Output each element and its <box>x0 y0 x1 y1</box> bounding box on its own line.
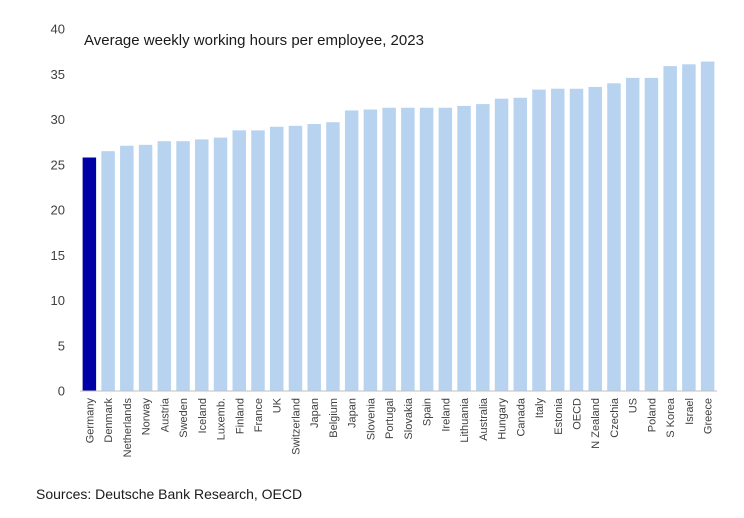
y-tick-label: 0 <box>58 384 65 399</box>
bar-luxemb <box>213 137 228 391</box>
x-tick-label: Luxemb. <box>216 398 228 440</box>
x-tick-label: S Korea <box>665 397 677 438</box>
y-axis: 0 5 10 15 20 25 30 35 40 <box>51 22 65 399</box>
y-tick-label: 40 <box>51 22 65 37</box>
x-tick-label: Iceland <box>197 398 209 433</box>
bar-italy <box>532 89 546 391</box>
source-note: Sources: Deutsche Bank Research, OECD <box>36 486 303 502</box>
bar-israel <box>682 64 696 392</box>
x-tick-label: Italy <box>534 398 546 419</box>
x-tick-label: Slovenia <box>365 397 377 440</box>
x-tick-label: Poland <box>646 398 658 432</box>
bar-france <box>251 130 265 392</box>
chart-title: Average weekly working hours per employe… <box>84 32 424 49</box>
x-tick-label: Hungary <box>497 398 509 440</box>
bar-chart: Average weekly working hours per employe… <box>51 22 717 457</box>
x-axis-labels: Germany Denmark Netherlands Norway Austria Sw… <box>84 397 714 457</box>
bar-australia <box>476 104 490 392</box>
x-tick-label: Norway <box>141 398 153 436</box>
bar-iceland <box>195 139 209 391</box>
x-tick-label: Portugal <box>384 398 396 439</box>
bar-sweden <box>176 141 190 391</box>
x-tick-label: Finland <box>234 398 246 434</box>
bar-netherlands <box>120 145 134 391</box>
x-tick-label: Spain <box>422 398 434 426</box>
x-tick-label: Czechia <box>609 397 621 438</box>
bar-canada <box>513 97 528 391</box>
x-tick-label: US <box>628 398 640 413</box>
bar-japan <box>344 110 359 391</box>
y-tick-label: 5 <box>58 338 65 353</box>
y-tick-label: 20 <box>51 203 65 218</box>
bar-denmark <box>101 151 115 391</box>
bar-slovenia <box>363 109 378 392</box>
y-tick-label: 15 <box>51 248 65 263</box>
x-tick-label: N Zealand <box>590 398 602 449</box>
bar-portugal <box>382 107 396 392</box>
x-tick-label: Sweden <box>178 398 190 438</box>
x-tick-label: Australia <box>478 397 490 441</box>
bar-estonia <box>551 88 565 391</box>
x-tick-label: Japan <box>347 398 359 428</box>
bar-belgium <box>326 122 340 391</box>
bar-norway <box>138 144 153 391</box>
x-tick-label: Estonia <box>553 397 565 435</box>
bar-switzerland <box>288 125 303 392</box>
y-tick-label: 30 <box>51 112 65 127</box>
bar-greece <box>700 61 715 391</box>
bar-germany <box>82 157 97 391</box>
x-tick-label: Germany <box>84 398 96 444</box>
x-tick-label: Belgium <box>328 398 340 438</box>
x-tick-label: OECD <box>571 398 583 430</box>
bar-oecd <box>569 88 584 391</box>
bar-austria <box>157 141 172 391</box>
bar-s-korea <box>663 66 677 391</box>
x-tick-label: Austria <box>159 397 171 432</box>
x-tick-label: Lithuania <box>459 397 471 443</box>
bar-czechia <box>607 83 621 392</box>
bar-uk <box>269 126 284 392</box>
x-tick-label: France <box>253 398 265 432</box>
bar-hungary <box>494 98 509 391</box>
x-tick-label: Greece <box>703 398 715 434</box>
bar-lithuania <box>457 105 471 392</box>
x-tick-label: Switzerland <box>290 398 302 455</box>
bar-spain <box>419 107 434 392</box>
bar-finland <box>232 130 246 392</box>
bar-poland <box>644 77 659 392</box>
bar-us <box>625 77 640 392</box>
y-tick-label: 10 <box>51 293 65 308</box>
x-tick-label: UK <box>272 397 284 413</box>
x-tick-label: Japan <box>309 398 321 428</box>
bar-n-zealand <box>588 86 602 392</box>
y-tick-label: 35 <box>51 67 65 82</box>
x-tick-label: Denmark <box>103 398 115 443</box>
bar-ireland <box>438 107 453 392</box>
x-tick-label: Slovakia <box>403 397 415 439</box>
bars <box>82 61 715 392</box>
x-tick-label: Israel <box>684 398 696 425</box>
x-tick-label: Canada <box>515 397 527 436</box>
bar-slovakia <box>401 107 415 392</box>
x-tick-label: Netherlands <box>122 398 134 458</box>
x-tick-label: Ireland <box>440 398 452 432</box>
y-tick-label: 25 <box>51 157 65 172</box>
bar-japan <box>307 124 321 392</box>
